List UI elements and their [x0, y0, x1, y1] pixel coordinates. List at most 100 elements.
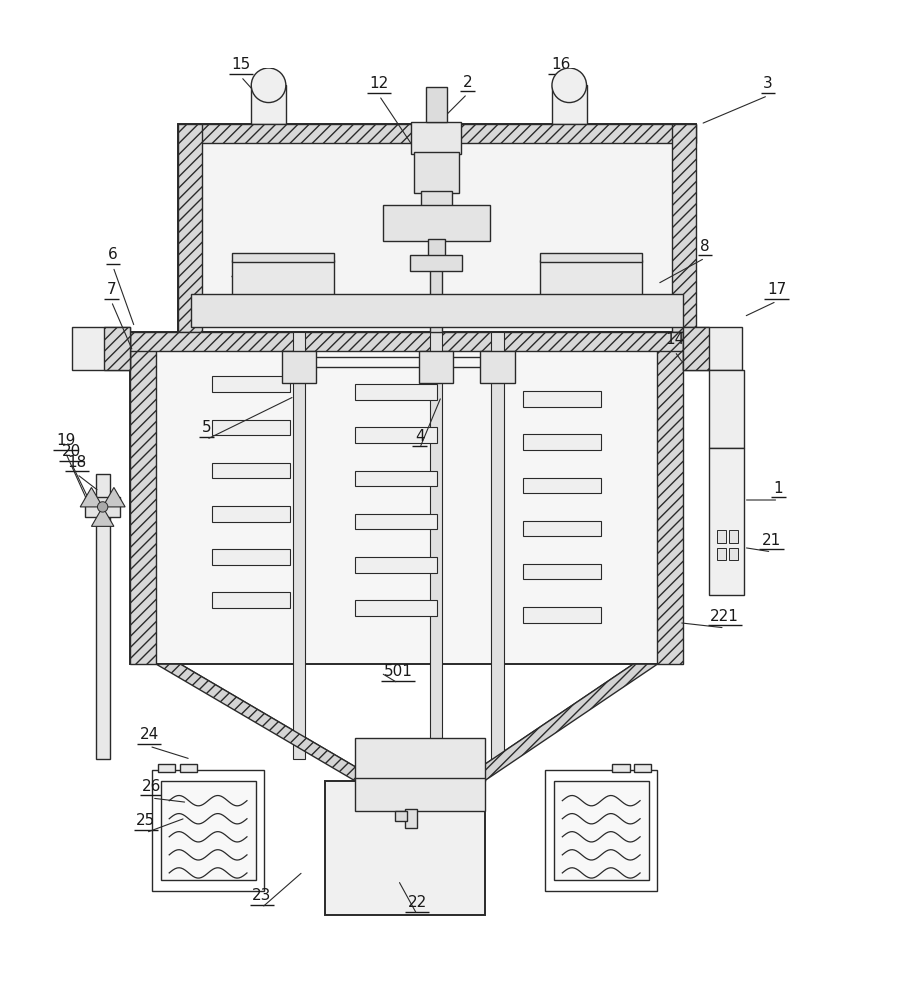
- Bar: [130, 332, 157, 664]
- Bar: [325, 781, 484, 915]
- Text: 13: 13: [233, 259, 252, 274]
- Text: 12: 12: [370, 76, 389, 91]
- Bar: [683, 327, 709, 370]
- Text: 25: 25: [136, 813, 156, 828]
- Bar: [430, 332, 442, 759]
- Bar: [717, 530, 725, 543]
- Bar: [232, 260, 334, 296]
- Polygon shape: [103, 487, 125, 507]
- Text: 15: 15: [231, 57, 250, 72]
- Circle shape: [552, 68, 587, 103]
- Bar: [729, 530, 738, 543]
- Bar: [709, 370, 743, 448]
- Bar: [524, 391, 601, 407]
- Bar: [104, 327, 130, 370]
- Bar: [86, 497, 120, 517]
- Polygon shape: [461, 664, 657, 781]
- Bar: [382, 205, 490, 241]
- Bar: [178, 124, 697, 143]
- Bar: [355, 557, 437, 573]
- Bar: [395, 811, 407, 821]
- Text: 26: 26: [142, 779, 162, 794]
- Text: 8: 8: [700, 239, 710, 254]
- Text: 23: 23: [252, 888, 271, 903]
- Bar: [709, 448, 743, 595]
- Bar: [657, 332, 683, 664]
- Bar: [178, 124, 202, 332]
- Text: 3: 3: [763, 76, 773, 91]
- Bar: [524, 607, 601, 623]
- Polygon shape: [157, 664, 379, 781]
- Bar: [130, 332, 683, 664]
- Bar: [212, 592, 290, 608]
- Bar: [355, 600, 437, 616]
- Text: 501: 501: [383, 664, 412, 679]
- Text: 19: 19: [56, 433, 76, 448]
- Bar: [212, 506, 290, 522]
- Bar: [212, 420, 290, 435]
- Bar: [634, 764, 652, 772]
- Bar: [414, 152, 459, 193]
- Bar: [160, 781, 256, 880]
- Text: 17: 17: [767, 282, 787, 297]
- Circle shape: [251, 68, 286, 103]
- Bar: [355, 738, 484, 781]
- Bar: [251, 85, 286, 124]
- Text: 4: 4: [415, 429, 425, 444]
- Text: 5: 5: [202, 420, 211, 435]
- Bar: [552, 85, 587, 124]
- Text: 21: 21: [761, 533, 781, 548]
- Text: 6: 6: [108, 247, 118, 262]
- Bar: [545, 770, 657, 891]
- Text: 20: 20: [62, 444, 81, 459]
- Polygon shape: [92, 507, 114, 526]
- Text: 1: 1: [773, 481, 783, 496]
- Bar: [410, 255, 462, 271]
- Bar: [95, 474, 110, 759]
- Bar: [683, 327, 742, 370]
- Bar: [540, 260, 642, 296]
- Bar: [282, 351, 316, 383]
- Bar: [426, 87, 446, 122]
- Bar: [355, 427, 437, 443]
- Bar: [180, 764, 197, 772]
- Bar: [524, 434, 601, 450]
- Bar: [554, 781, 649, 880]
- Bar: [178, 124, 697, 332]
- Bar: [355, 514, 437, 529]
- Bar: [428, 239, 445, 258]
- Bar: [405, 809, 418, 828]
- Bar: [717, 548, 725, 560]
- Bar: [212, 376, 290, 392]
- Bar: [524, 478, 601, 493]
- Bar: [672, 124, 697, 332]
- Text: 221: 221: [710, 609, 739, 624]
- Text: 7: 7: [106, 282, 116, 297]
- Bar: [191, 294, 683, 327]
- Bar: [152, 770, 265, 891]
- Text: 22: 22: [408, 895, 427, 910]
- Bar: [491, 332, 504, 759]
- Text: 14: 14: [665, 332, 684, 347]
- Bar: [158, 764, 176, 772]
- Bar: [418, 351, 454, 383]
- Bar: [212, 549, 290, 565]
- Bar: [232, 253, 334, 262]
- Bar: [411, 122, 461, 154]
- Bar: [524, 564, 601, 579]
- Bar: [481, 351, 515, 383]
- Text: 16: 16: [551, 57, 571, 72]
- Bar: [130, 332, 683, 351]
- Bar: [540, 253, 642, 262]
- Bar: [292, 332, 305, 759]
- Bar: [72, 327, 130, 370]
- Bar: [430, 269, 442, 332]
- Text: 2: 2: [463, 75, 473, 90]
- Bar: [355, 471, 437, 486]
- Bar: [355, 384, 437, 400]
- Bar: [212, 463, 290, 478]
- Text: 18: 18: [68, 455, 86, 470]
- Bar: [729, 548, 738, 560]
- Circle shape: [97, 502, 108, 512]
- Bar: [355, 778, 484, 811]
